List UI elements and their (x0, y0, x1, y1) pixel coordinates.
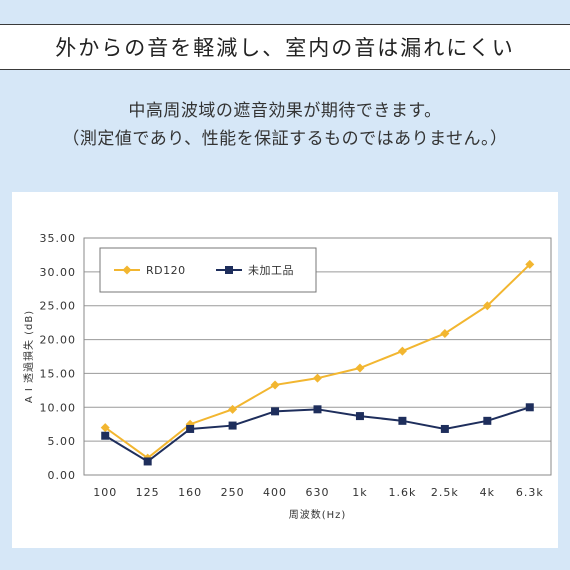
data-point-0 (185, 419, 195, 429)
page-title: 外からの音を軽減し、室内の音は漏れにくい (55, 36, 515, 60)
subtitle-line-1: 中高周波域の遮音効果が期待できます。 (128, 101, 442, 121)
series-line-0 (104, 263, 531, 460)
data-point-0 (313, 373, 322, 383)
legend-label-0: RD120 (146, 264, 186, 277)
data-point-1 (271, 407, 280, 416)
data-point-0 (482, 301, 492, 311)
data-point-1 (398, 416, 407, 425)
y-tick-label: 15.00 (40, 367, 77, 380)
chart-panel: 0.00 5.00 10.00 15.00 20.00 25.00 30.00 35.00 10… (12, 192, 558, 548)
y-tick-label: 0.00 (48, 469, 77, 482)
data-point-0 (440, 328, 450, 338)
subtitle-line-2: （測定値であり、性能を保証するものではありません。） (62, 129, 508, 149)
x-tick-label: 125 (136, 486, 160, 499)
data-point-1 (186, 424, 195, 433)
legend-marker-1 (225, 266, 233, 274)
data-point-0 (100, 423, 110, 433)
y-tick-label: 25.00 (40, 300, 77, 313)
x-tick-label: 160 (178, 486, 202, 499)
data-point-1 (313, 405, 322, 414)
data-point-0 (270, 380, 280, 390)
plot-frame (83, 237, 552, 476)
y-tick-label: 30.00 (40, 266, 77, 279)
y-tick-label: 35.00 (40, 232, 77, 245)
data-point-1 (228, 421, 237, 430)
x-tick-label: 100 (93, 486, 117, 499)
data-point-1 (101, 431, 110, 440)
x-axis-label: 周波数(Hz) (289, 508, 347, 521)
y-tick-label: 20.00 (40, 334, 77, 347)
data-point-1 (483, 416, 492, 425)
title-banner: 外からの音を軽減し、室内の音は漏れにくい (0, 24, 570, 70)
x-tick-label: 6.3k (516, 486, 544, 499)
data-point-1 (143, 457, 152, 466)
data-point-0 (397, 346, 407, 356)
data-point-0 (355, 363, 365, 373)
y-tick-label: 10.00 (40, 401, 77, 414)
legend-marker-0 (122, 265, 132, 275)
data-point-0 (228, 404, 238, 414)
x-tick-label: 4k (480, 486, 495, 499)
data-point-1 (355, 412, 364, 421)
legend-box (99, 247, 317, 293)
x-tick-label: 2.5k (431, 486, 459, 499)
chart: 0.00 5.00 10.00 15.00 20.00 25.00 30.00 35.00 10… (22, 232, 552, 521)
y-tick-label: 5.00 (48, 435, 77, 448)
x-tick-label: 250 (221, 486, 245, 499)
data-point-0 (525, 259, 535, 269)
x-tick-label: 1.6k (388, 486, 416, 499)
x-tick-label: 400 (263, 486, 287, 499)
legend-label-1: 未加工品 (248, 264, 294, 277)
y-axis-label: A I 透過損失 (dB) (22, 310, 35, 403)
data-point-1 (525, 403, 534, 412)
x-tick-label: 1k (352, 486, 367, 499)
x-tick-label: 630 (306, 486, 330, 499)
data-point-1 (440, 424, 449, 433)
series-line-1 (104, 406, 531, 463)
